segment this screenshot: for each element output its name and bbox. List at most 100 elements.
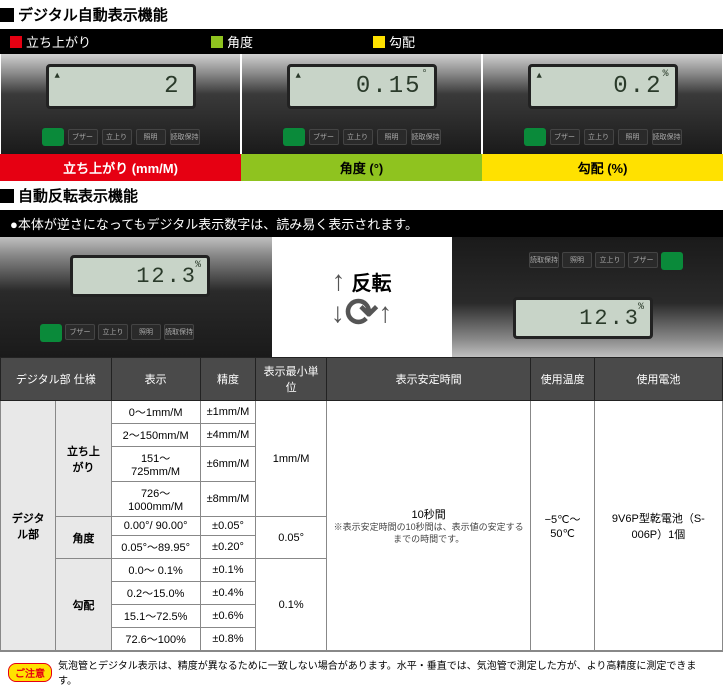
cell: ±8mm/M bbox=[200, 482, 256, 517]
hold-button[interactable]: 読取保持 bbox=[652, 129, 682, 145]
arrow-down-icon: ↓ bbox=[331, 297, 345, 329]
caution-badge: ご注意 bbox=[8, 663, 52, 682]
hold-button[interactable]: 読取保持 bbox=[164, 324, 194, 340]
cell-battery: 9V6P型乾電池（S-006P）1個 bbox=[594, 401, 722, 651]
arrow-up-icon: ↑ bbox=[378, 297, 392, 329]
lcd-angle-unit: ° bbox=[421, 69, 429, 80]
light-button[interactable]: 照明 bbox=[618, 129, 648, 145]
label-rise: 立ち上がり (mm/M) bbox=[0, 154, 241, 181]
green-square-icon bbox=[211, 36, 223, 48]
th-spec: デジタル部 仕様 bbox=[1, 358, 112, 401]
lcd-slope-value: 0.2 bbox=[613, 73, 662, 100]
display-slope: ▲ 0.2 % ブザー 立上り 照明 読取保持 勾配 (%) bbox=[482, 54, 723, 181]
flip-device-right: 読取保持 照明 立上り ブザー 12.3 % bbox=[452, 237, 723, 357]
lcd-flip-left-value: 12.3 bbox=[136, 264, 197, 289]
light-button[interactable]: 照明 bbox=[562, 252, 592, 268]
rise-button[interactable]: 立上り bbox=[343, 129, 373, 145]
cell-rise-unit: 1mm/M bbox=[256, 401, 327, 517]
power-button[interactable] bbox=[524, 128, 546, 146]
th-display: 表示 bbox=[111, 358, 200, 401]
cell: ±0.4% bbox=[200, 582, 256, 605]
legend-slope: 勾配 bbox=[373, 32, 415, 51]
power-button[interactable] bbox=[42, 128, 64, 146]
cell-temp: −5℃～50℃ bbox=[531, 401, 594, 651]
legend-angle-label: 角度 bbox=[227, 32, 253, 51]
power-button[interactable] bbox=[40, 324, 62, 342]
legend-angle: 角度 bbox=[211, 32, 253, 51]
hold-button[interactable]: 読取保持 bbox=[170, 129, 200, 145]
title-square-icon bbox=[0, 189, 14, 203]
hold-button[interactable]: 読取保持 bbox=[411, 129, 441, 145]
red-square-icon bbox=[10, 36, 22, 48]
cell: 72.6～100% bbox=[111, 628, 200, 651]
label-slope: 勾配 (%) bbox=[482, 154, 723, 181]
buttons-angle: ブザー 立上り 照明 読取保持 bbox=[283, 128, 441, 146]
section1-title-text: デジタル自動表示機能 bbox=[18, 4, 168, 25]
buzzer-button[interactable]: ブザー bbox=[309, 129, 339, 145]
spec-table: デジタル部 仕様 表示 精度 表示最小単位 表示安定時間 使用温度 使用電池 デ… bbox=[0, 357, 723, 651]
buzzer-button[interactable]: ブザー bbox=[550, 129, 580, 145]
lcd-slope-unit: % bbox=[662, 69, 670, 80]
lcd-slope: ▲ 0.2 % bbox=[528, 64, 678, 109]
buzzer-button[interactable]: ブザー bbox=[65, 324, 95, 340]
power-button[interactable] bbox=[283, 128, 305, 146]
lcd-rise-value: 2 bbox=[164, 73, 180, 100]
cell-angle-unit: 0.05° bbox=[256, 517, 327, 559]
th-stable-time: 表示安定時間 bbox=[326, 358, 531, 401]
rise-button[interactable]: 立上り bbox=[98, 324, 128, 340]
lcd-indicator: ▲ bbox=[55, 71, 62, 81]
cell: ±0.20° bbox=[200, 536, 256, 559]
cell: 15.1～72.5% bbox=[111, 605, 200, 628]
stable-time-value: 10秒間 bbox=[333, 506, 525, 522]
legend-rise: 立ち上がり bbox=[10, 32, 91, 51]
lcd-flip-right-value: 12.3 bbox=[579, 306, 640, 331]
note-row: ご注意 気泡管とデジタル表示は、精度が異なるために一致しない場合があります。水平… bbox=[0, 651, 723, 692]
rise-button[interactable]: 立上り bbox=[595, 252, 625, 268]
cell: 151～725mm/M bbox=[111, 447, 200, 482]
yellow-square-icon bbox=[373, 36, 385, 48]
buttons-flip-right: 読取保持 照明 立上り ブザー bbox=[529, 252, 683, 270]
light-button[interactable]: 照明 bbox=[131, 324, 161, 340]
legend-slope-label: 勾配 bbox=[389, 32, 415, 51]
th-accuracy: 精度 bbox=[200, 358, 256, 401]
flip-arrows: ↓ ⟳ ↑ bbox=[331, 297, 393, 329]
light-button[interactable]: 照明 bbox=[377, 129, 407, 145]
rise-button[interactable]: 立上り bbox=[584, 129, 614, 145]
cell: 0～1mm/M bbox=[111, 401, 200, 424]
flip-device-left: 12.3 % ブザー 立上り 照明 読取保持 bbox=[0, 237, 272, 357]
displays-row: ▲ 2 ブザー 立上り 照明 読取保持 立ち上がり (mm/M) ▲ 0.15 … bbox=[0, 54, 723, 181]
lcd-flip-left-unit: % bbox=[195, 260, 203, 271]
device-image-slope: ▲ 0.2 % ブザー 立上り 照明 読取保持 bbox=[482, 54, 723, 154]
rise-button[interactable]: 立上り bbox=[102, 129, 132, 145]
cell: ±0.8% bbox=[200, 628, 256, 651]
stable-time-note: ※表示安定時間の10秒間は、表示値の安定するまでの時間です。 bbox=[333, 522, 525, 545]
lcd-indicator: ▲ bbox=[296, 71, 303, 81]
buzzer-button[interactable]: ブザー bbox=[68, 129, 98, 145]
row-label-slope: 勾配 bbox=[56, 559, 111, 651]
buzzer-button[interactable]: ブザー bbox=[628, 252, 658, 268]
cell-slope-unit: 0.1% bbox=[256, 559, 327, 651]
section2-title: 自動反転表示機能 bbox=[0, 181, 723, 210]
buttons-rise: ブザー 立上り 照明 読取保持 bbox=[42, 128, 200, 146]
hold-button[interactable]: 読取保持 bbox=[529, 252, 559, 268]
note-text: 気泡管とデジタル表示は、精度が異なるために一致しない場合があります。水平・垂直で… bbox=[58, 657, 715, 687]
arrow-up-icon: ↑ bbox=[332, 265, 346, 297]
cell: 0.05°～89.95° bbox=[111, 536, 200, 559]
cell: ±6mm/M bbox=[200, 447, 256, 482]
section1-title: デジタル自動表示機能 bbox=[0, 0, 723, 29]
cell: 0.2～15.0% bbox=[111, 582, 200, 605]
light-button[interactable]: 照明 bbox=[136, 129, 166, 145]
lcd-indicator: ▲ bbox=[537, 71, 544, 81]
cell: 0.0～ 0.1% bbox=[111, 559, 200, 582]
legend-bar: 立ち上がり 角度 勾配 bbox=[0, 29, 723, 54]
cell: ±0.6% bbox=[200, 605, 256, 628]
th-min-unit: 表示最小単位 bbox=[256, 358, 327, 401]
power-button[interactable] bbox=[661, 252, 683, 270]
lcd-flip-right: 12.3 % bbox=[513, 297, 653, 339]
cell: 0.00°/ 90.00° bbox=[111, 517, 200, 536]
table-row: デジタル部 立ち上がり 0～1mm/M ±1mm/M 1mm/M 10秒間 ※表… bbox=[1, 401, 723, 424]
buttons-slope: ブザー 立上り 照明 読取保持 bbox=[524, 128, 682, 146]
cell: ±0.1% bbox=[200, 559, 256, 582]
section2-title-text: 自動反転表示機能 bbox=[18, 185, 138, 206]
lcd-angle: ▲ 0.15 ° bbox=[287, 64, 437, 109]
